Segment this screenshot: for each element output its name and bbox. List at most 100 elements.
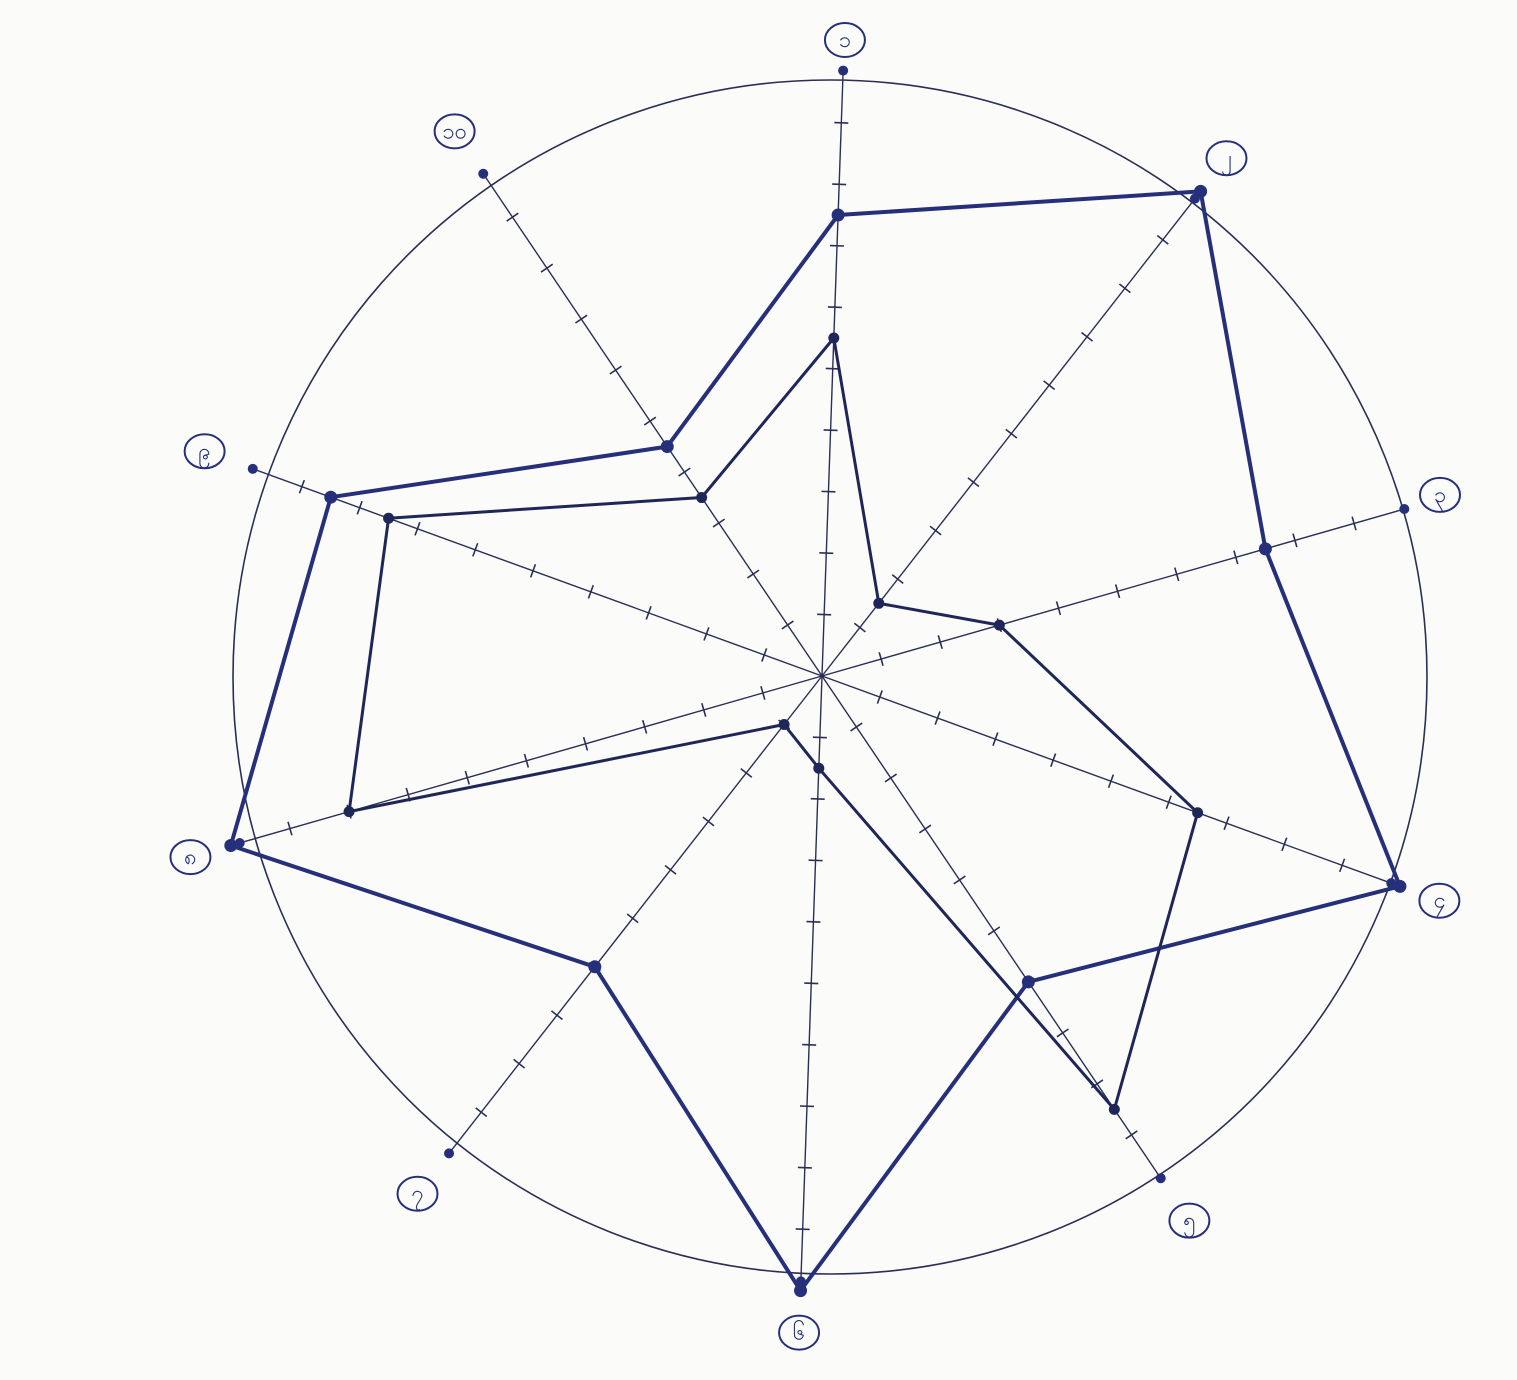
axis-tick xyxy=(1292,533,1298,548)
data-point xyxy=(324,490,338,504)
axis-tick xyxy=(587,585,594,599)
axis-line-2 xyxy=(821,198,1196,677)
axis-line-8 xyxy=(239,675,823,844)
data-point xyxy=(588,960,602,974)
axis-tick xyxy=(703,627,710,641)
axis-tick xyxy=(664,864,677,875)
axis-number: ၃ xyxy=(1434,483,1446,512)
axis-tick xyxy=(1174,567,1180,582)
axis-tick xyxy=(464,770,470,785)
axis-tick xyxy=(746,569,760,579)
data-point xyxy=(1192,807,1204,819)
axis-tick xyxy=(1118,283,1131,294)
axis-number-ring xyxy=(169,839,212,876)
axis-tick xyxy=(575,314,588,324)
axis-number: ၉ xyxy=(198,439,210,468)
axis-tick xyxy=(712,518,726,528)
axis-number: ၆ xyxy=(793,1320,805,1346)
axis-label-6: ၆ xyxy=(778,1314,821,1351)
axis-tick xyxy=(1050,753,1057,767)
data-point xyxy=(813,762,825,774)
axis-label-10: ၁၀ xyxy=(433,113,476,150)
data-point xyxy=(1258,542,1272,556)
axis-number-ring xyxy=(778,1314,821,1351)
axis-tick xyxy=(475,1107,488,1118)
axis-tick xyxy=(878,652,884,666)
axis-tick xyxy=(781,620,794,630)
axis-tick xyxy=(853,622,866,633)
axis-number-ring xyxy=(396,1175,439,1212)
axis-end-dot-1 xyxy=(838,65,849,76)
axis-tick xyxy=(1338,858,1346,873)
axis-line-10 xyxy=(482,173,823,677)
axis-number-ring xyxy=(1419,476,1461,513)
axis-tick xyxy=(643,416,657,426)
axis-tick xyxy=(1165,795,1172,810)
axis-tick xyxy=(529,563,537,578)
axes xyxy=(234,65,1410,1287)
axis-tick xyxy=(1156,234,1169,245)
axis-label-5: ၅ xyxy=(1168,1202,1211,1239)
axis-label-8: ၈ xyxy=(169,839,212,876)
data-point xyxy=(831,208,845,222)
data-point xyxy=(873,597,885,609)
axis-tick xyxy=(1114,584,1121,599)
axis-tick xyxy=(1055,601,1062,616)
axis-tick xyxy=(987,926,1001,936)
outer-circle xyxy=(232,79,1428,1275)
data-point xyxy=(1194,184,1208,198)
axis-tick xyxy=(550,1010,563,1021)
axis-tick xyxy=(540,263,554,273)
axis-tick xyxy=(1107,774,1115,789)
axis-tick xyxy=(645,606,652,620)
axis-tick xyxy=(884,773,898,783)
axis-tick xyxy=(472,542,479,557)
axis-tick xyxy=(1233,550,1239,565)
axis-tick xyxy=(513,1058,526,1069)
axis-tick xyxy=(929,525,942,536)
data-point xyxy=(696,492,708,504)
axis-tick xyxy=(1223,816,1230,831)
data-point xyxy=(1393,879,1407,893)
axis-tick xyxy=(626,913,639,924)
axis-tick xyxy=(760,686,766,700)
axis-tick xyxy=(702,816,715,827)
axis-number: ၇ xyxy=(411,1182,423,1211)
axis-tick xyxy=(1005,428,1018,439)
axis-tick xyxy=(287,821,293,836)
axis-number: ၄ xyxy=(1433,889,1445,918)
data-point xyxy=(383,512,395,524)
axis-tick xyxy=(1056,1028,1069,1038)
axis-tick xyxy=(641,719,648,734)
axis-tick xyxy=(953,875,966,885)
axis-tick xyxy=(582,736,589,751)
axis-label-4: ၄ xyxy=(1418,882,1461,919)
axis-number-ring xyxy=(183,433,226,470)
axis-tick xyxy=(523,753,530,768)
axis-tick xyxy=(937,635,943,650)
axis-end-dot-7 xyxy=(444,1148,455,1159)
axis-tick xyxy=(967,477,980,488)
data-point xyxy=(1021,975,1035,989)
axis-tick xyxy=(1281,837,1288,852)
axis-tick xyxy=(356,500,363,515)
axis-tick xyxy=(1351,516,1357,531)
axis-label-7: ၇ xyxy=(396,1175,439,1212)
series-line-2 xyxy=(347,336,1200,1111)
axis-number: ၅ xyxy=(1183,1209,1195,1238)
axis-line-3 xyxy=(821,508,1405,677)
axis-line-6 xyxy=(800,675,823,1282)
axis-end-dot-9 xyxy=(247,463,258,474)
axis-number: ၁ xyxy=(839,28,851,53)
axis-tick xyxy=(1043,380,1056,391)
data-points xyxy=(224,184,1407,1298)
data-point xyxy=(660,440,674,454)
axis-line-9 xyxy=(252,468,823,677)
axis-tick xyxy=(740,767,753,778)
data-point xyxy=(828,332,840,344)
axis-tick xyxy=(761,648,768,662)
axis-label-3: ၃ xyxy=(1419,476,1461,513)
axis-tick xyxy=(701,702,707,717)
